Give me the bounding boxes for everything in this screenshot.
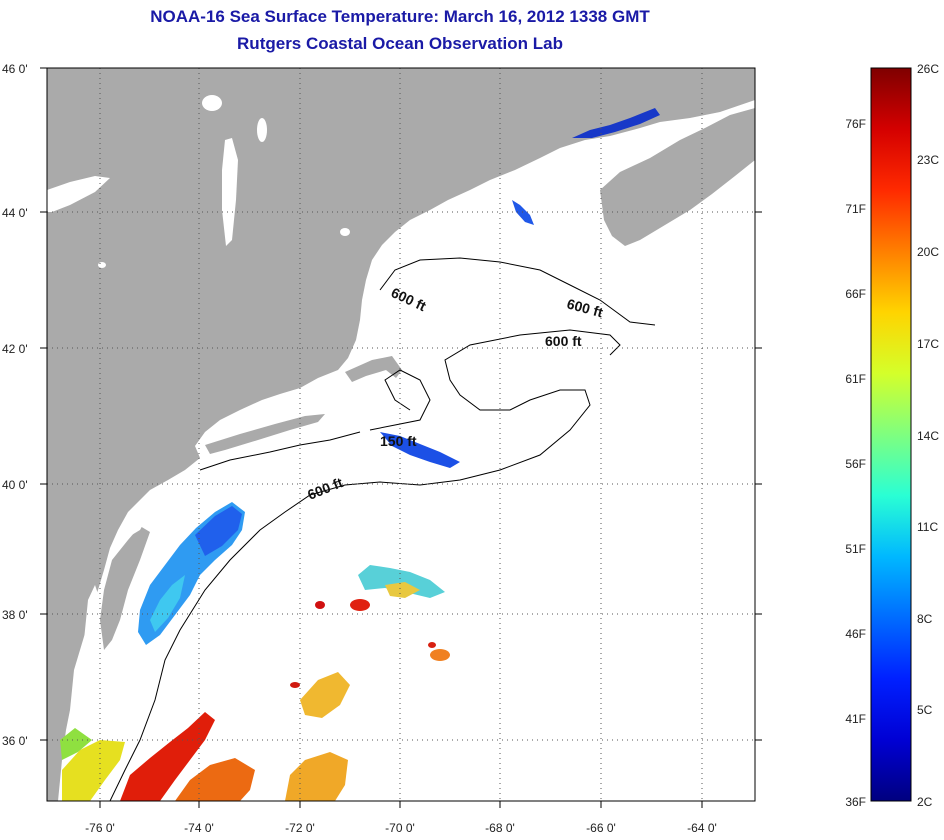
cb-celsius-17: 17C xyxy=(917,337,939,351)
contour-label-4: 150 ft xyxy=(380,433,417,449)
sst-patch-eddy-yellow xyxy=(385,582,420,598)
map-title: NOAA-16 Sea Surface Temperature: March 1… xyxy=(150,7,650,26)
lake-champlain xyxy=(222,138,238,246)
cb-celsius-26: 26C xyxy=(917,62,939,76)
cb-celsius-2: 2C xyxy=(917,795,933,809)
sst-patch-eddy-cyan xyxy=(358,565,445,598)
sst-patch-offshore-gold xyxy=(285,752,348,801)
land-delmarva xyxy=(100,526,150,650)
inland-lakes xyxy=(47,95,350,268)
lon-label-4: -70 0' xyxy=(385,821,415,835)
lake-small-3 xyxy=(340,228,350,236)
cb-fahrenheit-46: 46F xyxy=(845,627,866,641)
cb-fahrenheit-71: 71F xyxy=(845,202,866,216)
map-frame xyxy=(46,67,756,802)
land-mainland xyxy=(47,68,755,801)
lake-ontario xyxy=(47,176,110,212)
bathymetry-contours xyxy=(109,257,656,801)
sst-patch-georges-blue xyxy=(380,432,460,468)
lon-label-5: -68 0' xyxy=(485,821,515,835)
contour-label-3: 600 ft xyxy=(545,333,582,349)
sst-patch-offshore-orange xyxy=(175,758,255,801)
lat-label-46: 46 0' xyxy=(2,62,28,76)
sst-patch-shelf-deep-cold xyxy=(195,506,242,556)
axis-ticks xyxy=(40,67,762,808)
lake-small-2 xyxy=(257,118,267,142)
sst-patch-hatteras-green xyxy=(60,728,92,760)
land-long-island xyxy=(205,414,325,454)
contour-600ft-shelf xyxy=(109,329,621,801)
cb-fahrenheit-41: 41F xyxy=(845,712,866,726)
contour-gulf-of-maine xyxy=(379,257,656,326)
sst-patch-eddy-red xyxy=(350,599,370,611)
cb-celsius-8: 8C xyxy=(917,612,933,626)
cb-fahrenheit-51: 51F xyxy=(845,542,866,556)
sst-patch-bay-of-fundy-blue xyxy=(572,108,660,138)
cb-celsius-11: 11C xyxy=(917,520,938,534)
cb-fahrenheit-76: 76F xyxy=(845,117,866,131)
map-subtitle: Rutgers Coastal Ocean Observation Lab xyxy=(237,34,563,53)
sst-data xyxy=(60,108,660,801)
water-delaware-bay xyxy=(128,505,150,536)
lake-small-4 xyxy=(98,262,106,268)
land-cape-cod xyxy=(345,356,402,382)
cb-fahrenheit-56: 56F xyxy=(845,457,866,471)
lon-label-6: -66 0' xyxy=(586,821,616,835)
lat-label-40: 40 0' xyxy=(2,478,28,492)
sst-patch-hatteras-yellow xyxy=(62,740,125,801)
lon-label-3: -72 0' xyxy=(285,821,315,835)
lat-label-42: 42 0' xyxy=(2,342,28,356)
cb-celsius-23: 23C xyxy=(917,153,939,167)
cb-celsius-14: 14C xyxy=(917,429,939,443)
lake-small-1 xyxy=(202,95,222,111)
lon-label-2: -74 0' xyxy=(184,821,214,835)
contour-150ft-georges xyxy=(369,369,431,431)
sst-patch-gulfstream-red xyxy=(120,712,215,801)
colorbar xyxy=(870,67,912,802)
cb-celsius-5: 5C xyxy=(917,703,933,717)
sst-patch-small-red-3 xyxy=(290,682,300,688)
map-grid xyxy=(47,68,755,801)
lat-label-38: 38 0' xyxy=(2,608,28,622)
lat-label-36: 36 0' xyxy=(2,734,28,748)
sst-patch-small-red-1 xyxy=(315,601,325,609)
cb-fahrenheit-66: 66F xyxy=(845,287,866,301)
contour-inner-shelf xyxy=(199,431,361,471)
sst-patch-small-red-2 xyxy=(428,642,436,648)
lat-label-44: 44 0' xyxy=(2,206,28,220)
sst-patch-slope-cyan xyxy=(150,575,185,632)
lon-label-7: -64 0' xyxy=(687,821,717,835)
cb-celsius-20: 20C xyxy=(917,245,939,259)
water-chesapeake-bay xyxy=(82,585,100,690)
land-nova-scotia xyxy=(600,108,755,246)
lon-label-1: -76 0' xyxy=(85,821,115,835)
sst-patch-warm-core-gold xyxy=(300,672,350,718)
cb-fahrenheit-61: 61F xyxy=(845,372,866,386)
cb-fahrenheit-36: 36F xyxy=(845,795,866,809)
sst-patch-small-orange xyxy=(430,649,450,661)
